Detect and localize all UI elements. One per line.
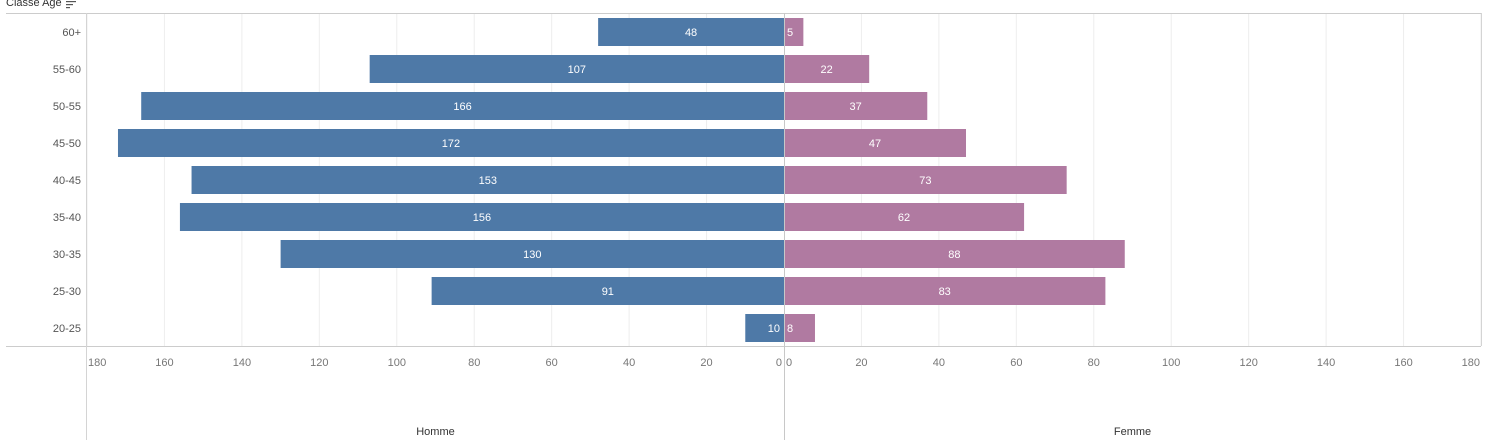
- homme-tick-label: 20: [700, 357, 712, 369]
- femme-tick-label: 40: [933, 357, 945, 369]
- homme-bar[interactable]: [179, 203, 784, 231]
- homme-tick-label: 120: [310, 357, 328, 369]
- femme-bar[interactable]: [784, 55, 870, 83]
- sort-icon[interactable]: [66, 0, 78, 10]
- femme-tick-label: 80: [1088, 357, 1100, 369]
- category-label: 60+: [62, 27, 81, 39]
- femme-bar[interactable]: [784, 314, 815, 342]
- femme-axis-title: Femme: [1114, 426, 1151, 438]
- homme-bar-label: 153: [479, 175, 497, 187]
- category-label: 40-45: [53, 175, 81, 187]
- homme-bar[interactable]: [117, 129, 784, 157]
- homme-bar-label: 130: [523, 249, 541, 261]
- homme-bar[interactable]: [191, 166, 785, 194]
- category-label: 25-30: [53, 286, 81, 298]
- category-label: 20-25: [53, 323, 81, 335]
- homme-tick-label: 80: [468, 357, 480, 369]
- femme-tick-label: 120: [1239, 357, 1257, 369]
- femme-tick-label: 100: [1162, 357, 1180, 369]
- femme-bar[interactable]: [784, 129, 966, 157]
- femme-tick-label: 140: [1317, 357, 1335, 369]
- femme-tick-label: 180: [1462, 357, 1480, 369]
- femme-bar-label: 88: [948, 249, 960, 261]
- homme-bar-label: 107: [568, 64, 586, 76]
- femme-bar[interactable]: [784, 240, 1125, 268]
- femme-tick-label: 0: [786, 357, 792, 369]
- femme-tick-label: 60: [1010, 357, 1022, 369]
- homme-tick-label: 0: [776, 357, 782, 369]
- femme-bar-label: 73: [919, 175, 931, 187]
- homme-bar-label: 91: [602, 286, 614, 298]
- homme-bar[interactable]: [369, 55, 784, 83]
- homme-bar[interactable]: [598, 18, 784, 46]
- femme-bar[interactable]: [784, 18, 804, 46]
- homme-bar[interactable]: [745, 314, 784, 342]
- category-label: 30-35: [53, 249, 81, 261]
- homme-tick-label: 140: [233, 357, 251, 369]
- femme-bar-label: 22: [820, 64, 832, 76]
- homme-bar-label: 166: [453, 101, 471, 113]
- homme-bar[interactable]: [141, 92, 784, 120]
- femme-bar-label: 62: [898, 212, 910, 224]
- category-label: 55-60: [53, 64, 81, 76]
- femme-bar-label: 83: [939, 286, 951, 298]
- femme-bar-label: 5: [787, 27, 793, 39]
- femme-bar[interactable]: [784, 166, 1067, 194]
- femme-bar[interactable]: [784, 203, 1025, 231]
- femme-bar[interactable]: [784, 277, 1106, 305]
- homme-axis-title: Homme: [416, 426, 455, 438]
- femme-bar-label: 47: [869, 138, 881, 150]
- femme-bar-label: 8: [787, 323, 793, 335]
- category-label: 45-50: [53, 138, 81, 150]
- homme-bar-label: 172: [442, 138, 460, 150]
- homme-tick-label: 160: [155, 357, 173, 369]
- femme-tick-label: 160: [1394, 357, 1412, 369]
- homme-bar[interactable]: [280, 240, 784, 268]
- row-header-label: Classe Age: [6, 0, 62, 9]
- category-label: 50-55: [53, 101, 81, 113]
- homme-tick-label: 180: [88, 357, 106, 369]
- femme-bar[interactable]: [784, 92, 928, 120]
- homme-tick-label: 40: [623, 357, 635, 369]
- homme-tick-label: 100: [388, 357, 406, 369]
- homme-tick-label: 60: [546, 357, 558, 369]
- homme-bar-label: 156: [473, 212, 491, 224]
- category-label: 35-40: [53, 212, 81, 224]
- homme-bar-label: 48: [685, 27, 697, 39]
- femme-bar-label: 37: [850, 101, 862, 113]
- homme-bar[interactable]: [431, 277, 784, 305]
- femme-tick-label: 20: [855, 357, 867, 369]
- homme-bar-label: 10: [768, 323, 780, 335]
